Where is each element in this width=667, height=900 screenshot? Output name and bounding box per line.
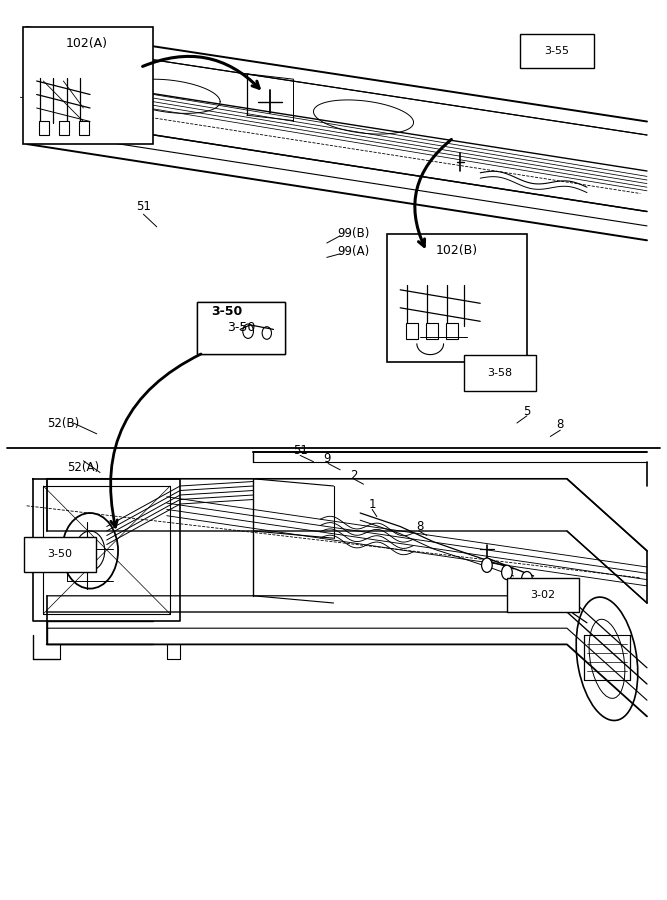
Text: 102(B): 102(B) xyxy=(436,244,478,256)
FancyBboxPatch shape xyxy=(23,27,153,144)
FancyBboxPatch shape xyxy=(387,234,527,362)
Text: 3-50: 3-50 xyxy=(227,321,255,334)
FancyBboxPatch shape xyxy=(197,302,285,354)
Text: 51: 51 xyxy=(136,201,151,213)
FancyBboxPatch shape xyxy=(520,34,594,68)
Text: 51: 51 xyxy=(293,444,307,456)
Circle shape xyxy=(482,558,492,572)
Bar xyxy=(446,323,458,339)
Bar xyxy=(406,323,418,339)
Text: 8: 8 xyxy=(556,418,564,431)
Text: 3-50: 3-50 xyxy=(211,305,242,318)
Text: 52(B): 52(B) xyxy=(47,417,79,429)
Bar xyxy=(426,323,438,339)
FancyBboxPatch shape xyxy=(507,578,579,612)
Text: 9: 9 xyxy=(323,453,331,465)
Text: 102(A): 102(A) xyxy=(66,37,107,50)
Bar xyxy=(59,122,69,135)
Text: 1: 1 xyxy=(368,498,376,510)
Bar xyxy=(79,122,89,135)
Text: 3-58: 3-58 xyxy=(487,367,512,378)
Text: 99(B): 99(B) xyxy=(338,228,370,240)
FancyBboxPatch shape xyxy=(197,302,285,354)
Text: 52(A): 52(A) xyxy=(67,462,99,474)
FancyBboxPatch shape xyxy=(24,537,96,572)
Text: 3-50: 3-50 xyxy=(47,549,73,560)
Text: 8: 8 xyxy=(416,520,424,533)
FancyBboxPatch shape xyxy=(464,355,536,391)
Text: 3-02: 3-02 xyxy=(530,590,556,600)
Text: 99(A): 99(A) xyxy=(338,246,370,258)
Bar xyxy=(39,122,49,135)
Circle shape xyxy=(502,565,512,580)
Text: 5: 5 xyxy=(523,405,531,418)
Text: 2: 2 xyxy=(350,469,358,482)
Text: 3-55: 3-55 xyxy=(544,46,570,57)
Circle shape xyxy=(522,572,532,586)
